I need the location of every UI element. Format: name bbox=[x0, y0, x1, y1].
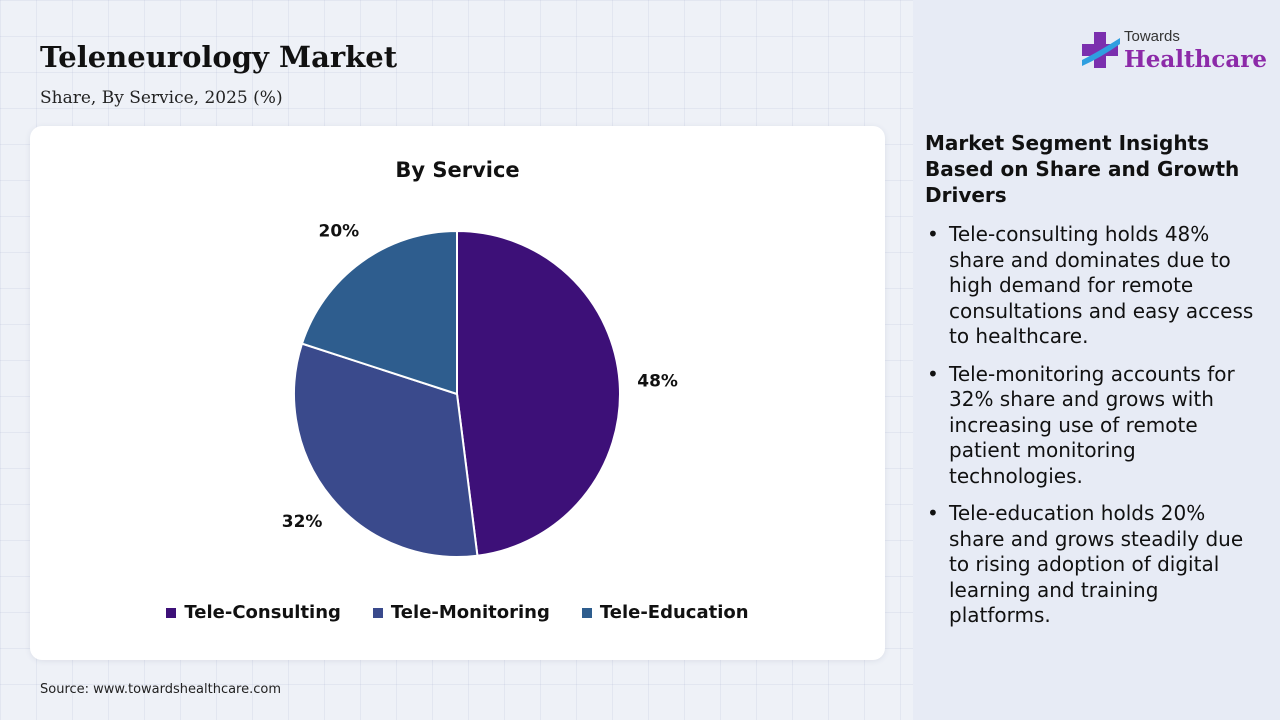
legend-item-tele-consulting: Tele-Consulting bbox=[166, 602, 341, 623]
pie-chart: 48% 32% 20% bbox=[282, 221, 678, 558]
logo-text-big: Healthcare bbox=[1124, 46, 1268, 73]
legend-swatch bbox=[372, 607, 383, 618]
medical-cross-icon bbox=[1082, 32, 1120, 68]
pie-labels: 48% 32% 20% bbox=[282, 221, 678, 532]
insight-item: Tele-consulting holds 48% share and domi… bbox=[925, 222, 1265, 350]
pie-slice-tele-monitoring bbox=[293, 342, 479, 558]
pie-data-label: 20% bbox=[319, 221, 360, 241]
pie-slice-tele-education bbox=[300, 229, 458, 396]
legend-swatch bbox=[581, 607, 592, 618]
logo-text-small: Towards bbox=[1124, 28, 1180, 45]
insight-item: Tele-monitoring accounts for 32% share a… bbox=[925, 362, 1265, 490]
legend-label: Tele-Monitoring bbox=[390, 602, 550, 623]
source-note: Source: www.towardshealthcare.com bbox=[40, 682, 282, 697]
legend-swatch bbox=[166, 607, 177, 618]
pie-data-label: 48% bbox=[637, 371, 678, 391]
pie-slice-tele-consulting bbox=[456, 229, 621, 557]
pie-data-label: 32% bbox=[282, 512, 323, 532]
insights-title: Market Segment Insights Based on Share a… bbox=[925, 131, 1240, 207]
page-title: Teleneurology Market bbox=[40, 40, 398, 74]
insights-list: Tele-consulting holds 48% share and domi… bbox=[925, 222, 1265, 641]
legend-label: Tele-Education bbox=[599, 602, 749, 623]
legend-item-tele-education: Tele-Education bbox=[581, 602, 749, 623]
chart-legend: Tele-Consulting Tele-Monitoring Tele-Edu… bbox=[0, 602, 915, 623]
legend-label: Tele-Consulting bbox=[184, 602, 341, 623]
page-subtitle: Share, By Service, 2025 (%) bbox=[40, 88, 283, 108]
chart-title: By Service bbox=[395, 158, 520, 182]
legend-item-tele-monitoring: Tele-Monitoring bbox=[372, 602, 550, 623]
brand-logo[interactable]: Towards Healthcare bbox=[1080, 28, 1267, 78]
pie-slices bbox=[293, 229, 621, 558]
insight-item: Tele-education holds 20% share and grows… bbox=[925, 501, 1265, 629]
